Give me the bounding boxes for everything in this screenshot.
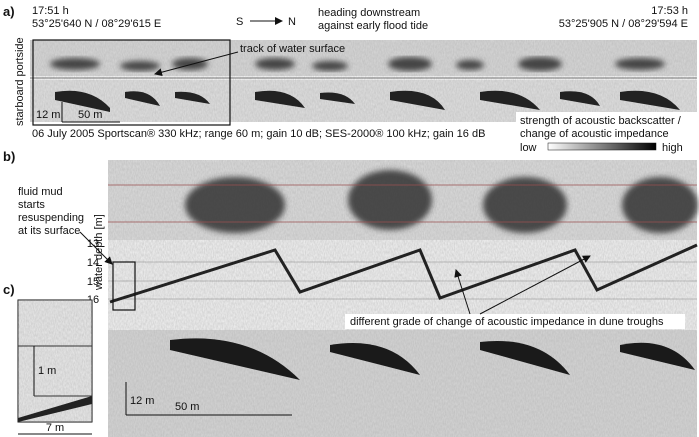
legend-low: low	[520, 142, 537, 154]
sonar-echoes	[185, 170, 698, 233]
scale-label: 7 m	[46, 422, 64, 434]
scale-label: 12 m	[130, 395, 154, 407]
detail-box	[112, 261, 136, 311]
panel-label: c)	[3, 282, 15, 297]
panel-b: b) fluid mud starts resuspending at its …	[3, 149, 698, 437]
direction-to: N	[288, 16, 296, 28]
note-arrow	[79, 231, 113, 265]
panel-c: c) 1 m 7 m	[3, 282, 93, 435]
depth-grid	[108, 261, 697, 300]
start-time: 17:51 h	[32, 5, 69, 17]
start-position: 53°25'640 N / 08°29'615 E	[32, 18, 161, 30]
annotation-arrow	[154, 51, 239, 77]
scale-label: 50 m	[78, 109, 102, 121]
riverbed-profile	[109, 243, 698, 304]
heading: against early flood tide	[318, 20, 428, 32]
note: fluid mud	[18, 186, 63, 198]
legend: strength of acoustic backscatter / chang…	[516, 112, 697, 157]
detail-box	[32, 39, 231, 126]
panel-a: a) 17:51 h 53°25'640 N / 08°29'615 E S N…	[3, 4, 697, 140]
annotation-box	[345, 314, 685, 329]
depth-tick: 15	[87, 276, 99, 288]
scale-label: 1 m	[38, 365, 56, 377]
legend-title: strength of acoustic backscatter /	[520, 115, 682, 127]
scale-label: 12 m	[36, 109, 60, 121]
scale-label: 50 m	[175, 401, 199, 413]
end-time: 17:53 h	[651, 5, 688, 17]
sonar-dunes	[55, 90, 680, 112]
sonar-echoes	[50, 57, 665, 71]
depth-tick: 13	[87, 238, 99, 250]
note: starts	[18, 199, 45, 211]
depth-tick: 14	[87, 257, 99, 269]
panel-label: b)	[3, 149, 15, 164]
heading: heading downstream	[318, 7, 420, 19]
annotation-arrow	[454, 269, 471, 315]
direction-from: S	[236, 16, 243, 28]
depth-axis-title: water depth [m]	[93, 214, 105, 291]
annotation: different grade of change of acoustic im…	[350, 316, 664, 328]
legend-gradient	[547, 142, 657, 151]
sonar-texture	[30, 40, 697, 122]
caption: 06 July 2005 Sportscan® 330 kHz; range 6…	[32, 128, 485, 140]
legend-title: change of acoustic impedance	[520, 128, 669, 140]
end-position: 53°25'905 N / 08°29'594 E	[559, 18, 688, 30]
sonar-dunes	[170, 338, 695, 380]
panel-label: a)	[3, 4, 15, 19]
side-label: starboard portside	[14, 37, 26, 126]
note: resuspending	[18, 212, 84, 224]
annotation: track of water surface	[240, 43, 345, 55]
legend-high: high	[662, 142, 683, 154]
annotation-arrow	[479, 255, 591, 315]
note: at its surface	[18, 225, 80, 237]
riverbed	[18, 396, 92, 422]
